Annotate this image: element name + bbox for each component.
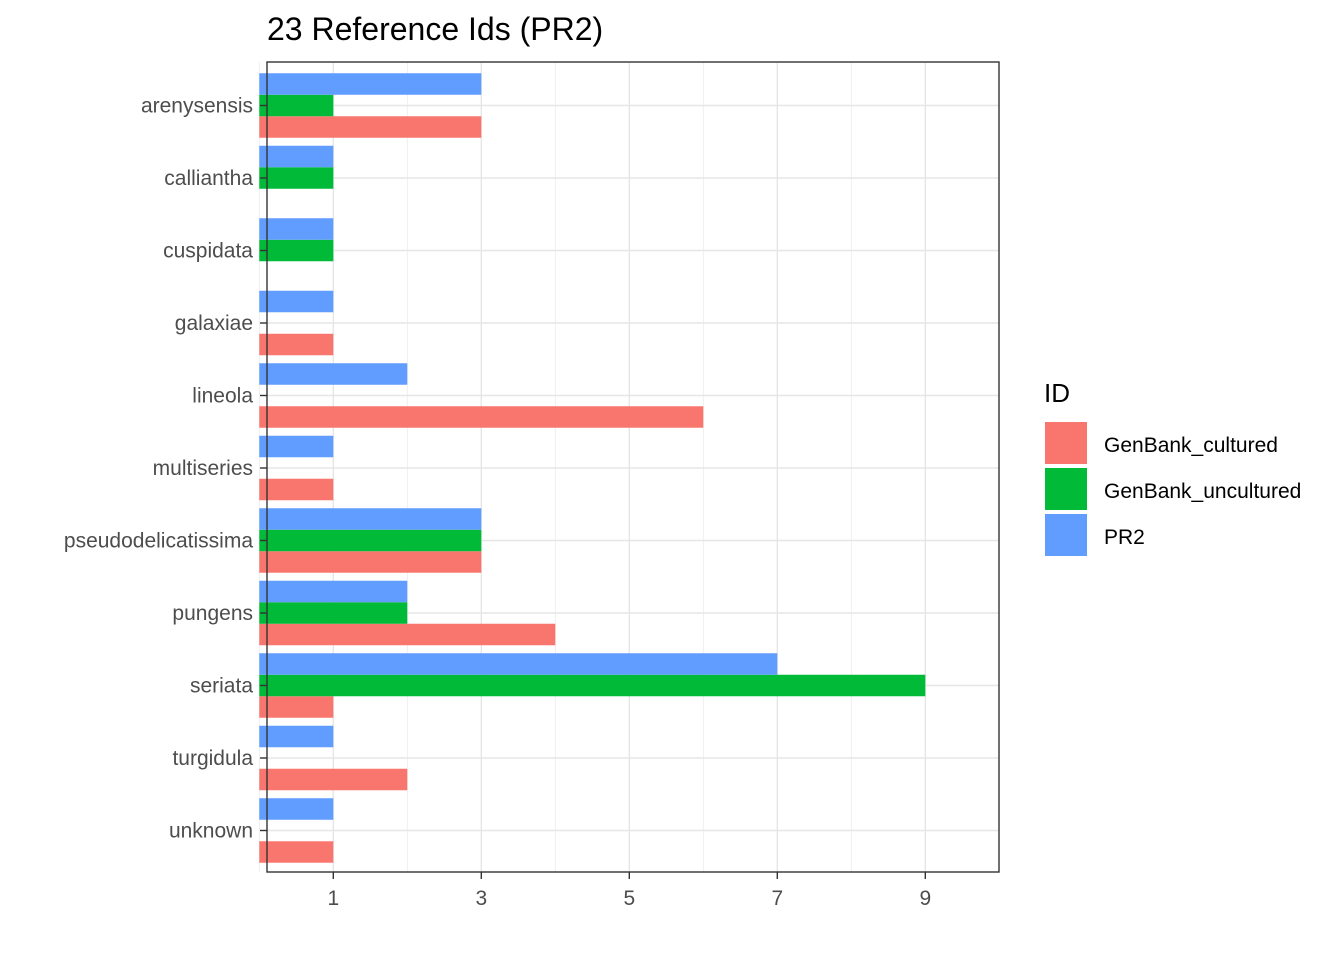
legend-label: PR2	[1104, 526, 1145, 549]
x-tick-label: 3	[475, 887, 487, 910]
y-tick-label: arenysensis	[141, 95, 253, 118]
bar-genbank-cultured-seriata	[259, 696, 334, 718]
legend-key-genbank-uncultured	[1045, 468, 1087, 510]
bar-pr2-arenysensis	[259, 73, 482, 95]
legend-key-pr2	[1045, 514, 1087, 556]
y-tick-label: galaxiae	[175, 312, 253, 335]
chart-title: 23 Reference Ids (PR2)	[267, 11, 603, 47]
x-tick-label: 5	[623, 887, 635, 910]
x-tick-label: 9	[919, 887, 931, 910]
bar-pr2-multiseries	[259, 435, 334, 458]
bar-genbank-uncultured-cuspidata	[259, 239, 334, 262]
bar-pr2-calliantha	[259, 145, 334, 168]
y-tick-label: lineola	[192, 385, 253, 408]
bar-genbank-cultured-pungens	[259, 623, 556, 646]
bar-genbank-cultured-multiseries	[259, 478, 334, 501]
bar-genbank-uncultured-calliantha	[259, 167, 334, 189]
legend-label: GenBank_cultured	[1104, 434, 1278, 457]
bar-genbank-cultured-arenysensis	[259, 116, 482, 138]
legend-key-genbank-cultured	[1045, 422, 1087, 464]
y-tick-label: calliantha	[164, 167, 253, 190]
bar-genbank-cultured-galaxiae	[259, 333, 334, 356]
bar-pr2-turgidula	[259, 725, 334, 748]
plot-panel	[267, 62, 999, 872]
bar-pr2-cuspidata	[259, 218, 334, 240]
legend-title: ID	[1044, 378, 1070, 408]
legend: ID GenBank_cultured GenBank_uncultured PR2	[1044, 378, 1301, 556]
bar-genbank-uncultured-arenysensis	[259, 94, 334, 117]
bar-genbank-cultured-turgidula	[259, 768, 408, 791]
y-tick-label: turgidula	[172, 747, 253, 770]
bar-genbank-uncultured-pungens	[259, 602, 408, 624]
y-tick-label: seriata	[190, 675, 253, 698]
bar-genbank-cultured-lineola	[259, 406, 704, 428]
bar-genbank-uncultured-seriata	[259, 674, 926, 697]
bar-pr2-unknown	[259, 798, 334, 820]
bar-pr2-galaxiae	[259, 290, 334, 313]
bars	[259, 73, 926, 863]
grid	[258, 62, 999, 872]
y-tick-label: pungens	[172, 602, 253, 625]
bar-pr2-seriata	[259, 653, 778, 675]
x-tick-label: 1	[327, 887, 339, 910]
bar-pr2-pungens	[259, 580, 408, 603]
y-tick-label: pseudodelicatissima	[64, 530, 253, 553]
y-tick-label: cuspidata	[163, 240, 253, 263]
bar-genbank-cultured-unknown	[259, 841, 334, 863]
axes: arenysensis calliantha cuspidata galaxiae li…	[64, 95, 931, 911]
bar-pr2-lineola	[259, 363, 408, 385]
y-tick-label: unknown	[169, 820, 253, 843]
bar-pr2-pseudodelicatissima	[259, 508, 482, 530]
x-tick-label: 7	[771, 887, 783, 910]
y-tick-label: multiseries	[153, 457, 253, 480]
bar-genbank-uncultured-pseudodelicatissima	[259, 529, 482, 552]
legend-label: GenBank_uncultured	[1104, 480, 1301, 503]
bar-genbank-cultured-pseudodelicatissima	[259, 551, 482, 573]
plot-panel-border	[266, 61, 1000, 873]
